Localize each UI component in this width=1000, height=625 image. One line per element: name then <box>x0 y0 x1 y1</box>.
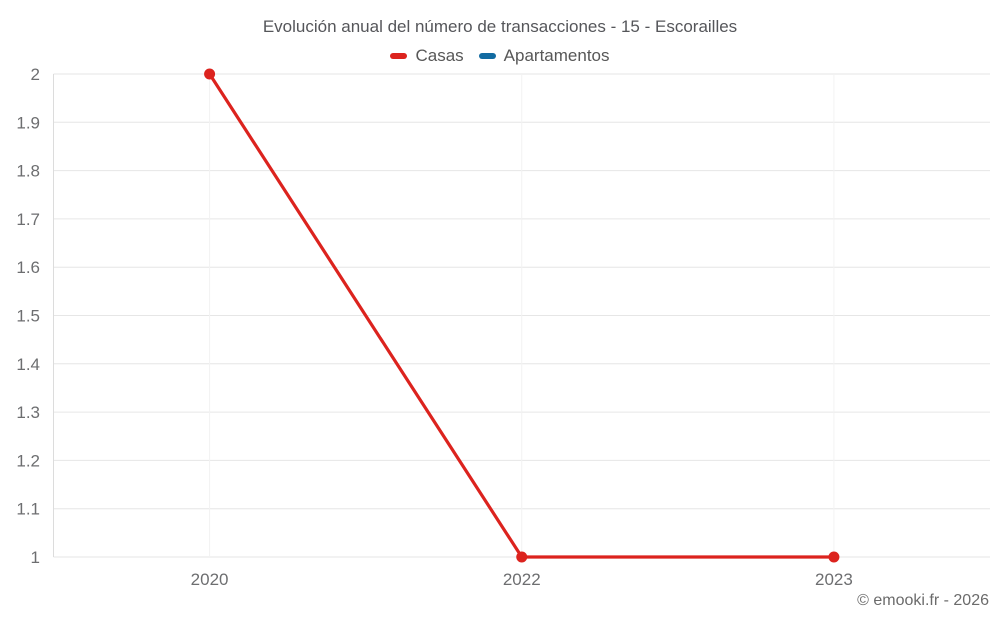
y-tick-label: 1.9 <box>16 113 40 132</box>
chart-legend: Casas Apartamentos <box>0 46 1000 66</box>
y-tick-label: 1.8 <box>16 162 40 181</box>
x-tick-label: 2023 <box>815 570 853 589</box>
y-tick-label: 1 <box>31 548 40 567</box>
watermark: © emooki.fr - 2026 <box>857 592 989 609</box>
data-point <box>204 68 216 80</box>
y-tick-label: 1.3 <box>16 403 40 422</box>
casas-legend-swatch-icon <box>390 53 408 59</box>
legend-item-apartamentos: Apartamentos <box>478 46 610 66</box>
data-point <box>828 551 840 563</box>
y-tick-label: 1.7 <box>16 210 40 229</box>
y-tick-label: 1.5 <box>16 307 40 326</box>
data-point <box>516 551 528 563</box>
y-tick-label: 1.6 <box>16 258 40 277</box>
y-tick-label: 1.1 <box>16 500 40 519</box>
x-tick-label: 2022 <box>503 570 541 589</box>
apartamentos-legend-swatch-icon <box>478 53 496 59</box>
y-tick-label: 1.2 <box>16 451 40 470</box>
casas-legend-label: Casas <box>415 46 464 65</box>
chart-title: Evolución anual del número de transaccio… <box>262 17 738 36</box>
apartamentos-legend-label: Apartamentos <box>503 46 610 65</box>
y-tick-label: 2 <box>31 65 40 84</box>
legend-item-casas: Casas <box>390 46 464 66</box>
y-tick-label: 1.4 <box>16 355 40 374</box>
x-tick-label: 2020 <box>191 570 229 589</box>
